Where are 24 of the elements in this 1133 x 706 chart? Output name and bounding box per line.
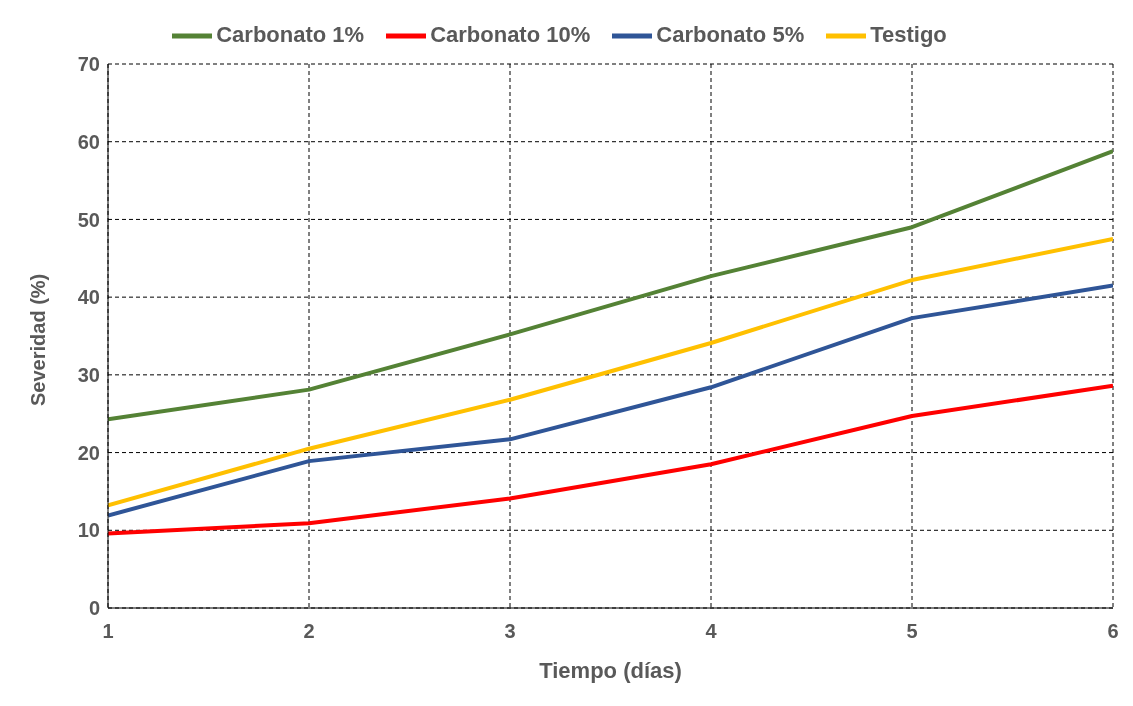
- legend-label: Testigo: [870, 21, 947, 47]
- x-axis-title: Tiempo (días): [539, 658, 682, 683]
- x-tick-label: 3: [504, 620, 516, 643]
- y-tick-label: 40: [77, 286, 100, 309]
- line-series: [108, 383, 1113, 536]
- y-tick-label: 70: [77, 53, 100, 76]
- y-tick-label: 50: [77, 208, 100, 231]
- legend-label: Carbonato 1%: [216, 21, 365, 47]
- line-series: [108, 283, 1113, 518]
- y-tick-label: 30: [77, 363, 100, 386]
- y-tick-label: 10: [77, 519, 100, 542]
- legend-label: Carbonato 5%: [656, 21, 805, 47]
- y-tick-label: 60: [77, 130, 100, 153]
- y-tick-label: 20: [77, 441, 100, 464]
- x-tick-label: 2: [303, 620, 315, 643]
- line-series: [108, 149, 1113, 422]
- y-tick-label: 0: [88, 597, 100, 620]
- x-tick-label: 4: [705, 620, 718, 643]
- x-tick-label: 6: [1107, 620, 1119, 643]
- y-axis-title: Severidad (%): [27, 273, 50, 406]
- x-tick-label: 5: [906, 620, 918, 643]
- x-tick-label: 1: [102, 620, 114, 643]
- legend-label: Carbonato 10%: [430, 21, 591, 47]
- line-series: [108, 236, 1113, 508]
